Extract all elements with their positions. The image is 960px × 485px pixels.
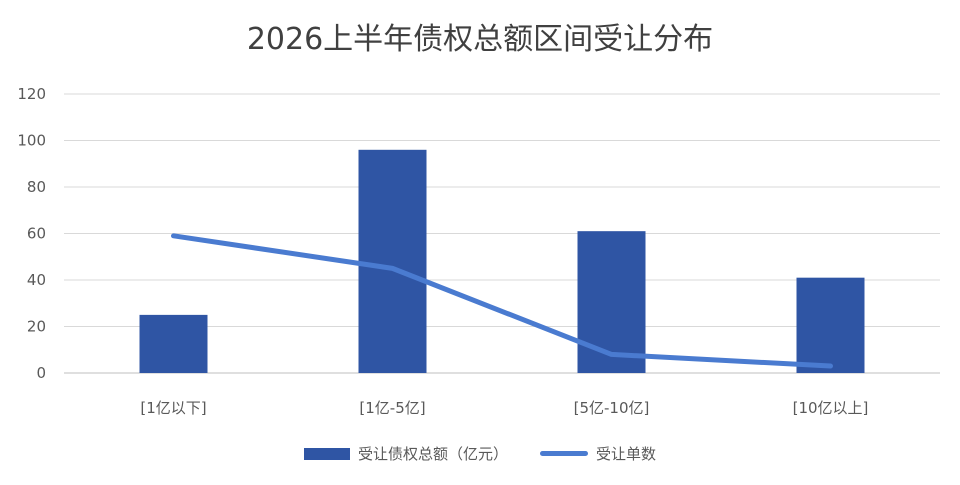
bar-3 [796,277,865,373]
legend-label-line: 受让单数 [596,445,657,463]
x-tick-label-2: [5亿-10亿] [574,399,650,417]
y-tick-label-80: 80 [27,178,46,196]
line-series-count [171,233,833,369]
legend-item-bar: 受让债权总额（亿元） [303,443,508,464]
legend-item-line: 受让单数 [540,443,656,464]
bar-0 [139,314,208,373]
chart-legend: 受让债权总额（亿元） 受让单数 [0,443,960,464]
x-tick-label-0: [1亿以下] [140,399,206,417]
y-tick-label-100: 100 [17,132,46,150]
y-tick-label-20: 20 [27,318,46,336]
x-tick-label-1: [1亿-5亿] [359,399,425,417]
bar-2 [577,231,646,373]
chart-title: 2026上半年债权总额区间受让分布 [246,22,714,57]
bar-1 [358,149,427,373]
y-tick-label-40: 40 [27,271,46,289]
y-tick-label-0: 0 [36,364,46,382]
y-tick-label-120: 120 [17,85,46,103]
y-tick-label-60: 60 [27,225,46,243]
legend-label-bar: 受让债权总额（亿元） [357,445,508,463]
legend-swatch-bar [303,447,350,460]
x-tick-label-3: [10亿以上] [793,399,869,417]
legend-swatch-line [540,451,588,456]
